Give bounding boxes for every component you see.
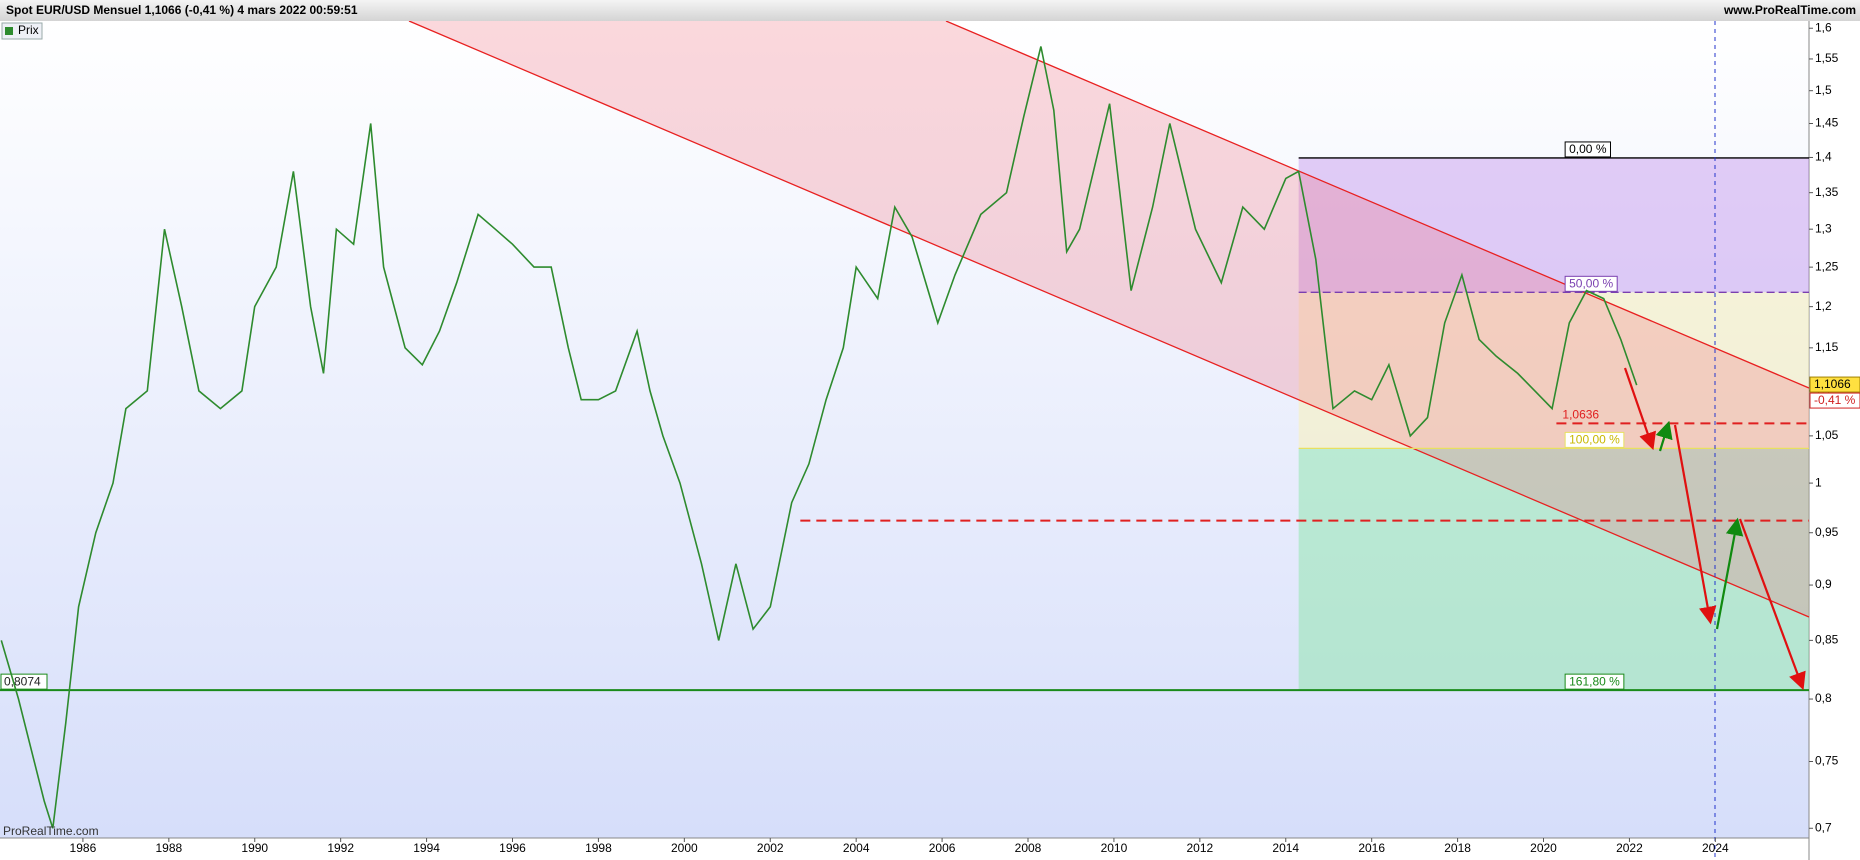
x-tick-label: 2012 [1186, 841, 1213, 855]
change-box [1809, 392, 1860, 409]
x-tick-label: 2018 [1444, 841, 1471, 855]
x-tick-label: 2020 [1530, 841, 1557, 855]
fib-label-text: 0,00 % [1569, 142, 1607, 156]
y-tick-label: 1,4 [1815, 150, 1832, 164]
x-tick-label: 1986 [70, 841, 97, 855]
last-price-box [1809, 376, 1860, 393]
legend-label: Prix [18, 23, 39, 37]
header-site[interactable]: www.ProRealTime.com [1723, 3, 1856, 17]
arrow [1715, 517, 1744, 630]
x-tick-label: 2014 [1272, 841, 1299, 855]
x-tick-label: 2024 [1702, 841, 1729, 855]
fib-zones [1298, 157, 1809, 691]
y-tick-label: 1,5 [1815, 83, 1832, 97]
fib-zone [1298, 157, 1809, 293]
arrow [1738, 518, 1806, 691]
arrow [1673, 424, 1717, 625]
fib-label-text: 50,00 % [1569, 276, 1613, 290]
header-bar [0, 0, 1860, 21]
channel-line [945, 20, 1810, 389]
y-tick-label: 1,05 [1815, 428, 1839, 442]
y-tick-label: 1,3 [1815, 221, 1832, 235]
x-tick-label: 2002 [757, 841, 784, 855]
y-tick-label: 0,75 [1815, 754, 1839, 768]
fib-label: 100,00 % [1564, 431, 1625, 448]
arrow [1623, 367, 1656, 451]
x-tick-label: 2004 [843, 841, 870, 855]
fib-label: 0,00 % [1564, 141, 1611, 158]
x-tick-label: 1990 [241, 841, 268, 855]
y-tick-label: 1,25 [1815, 259, 1839, 273]
x-tick-label: 1994 [413, 841, 440, 855]
y-tick-label: 1,55 [1815, 51, 1839, 65]
fib-label-box [1564, 673, 1625, 690]
x-tick-label: 2000 [671, 841, 698, 855]
fib-zone [1298, 448, 1809, 691]
y-tick-label: 1 [1815, 475, 1822, 489]
x-tick-label: 2016 [1358, 841, 1385, 855]
y-tick-label: 0,85 [1815, 633, 1839, 647]
y-tick-label: 1,15 [1815, 340, 1839, 354]
x-tick-label: 2006 [929, 841, 956, 855]
plot: 0,00 % 50,00 % 100,00 % 161,80 % 0,8074 1,063… [0, 46, 1809, 829]
y-tick-label: 1,6 [1815, 20, 1832, 34]
price-change: -0,41 % [1814, 393, 1856, 407]
x-tick-label: 2008 [1015, 841, 1042, 855]
header-title: Spot EUR/USD Mensuel 1,1066 (-0,41 %) 4 … [6, 3, 358, 17]
fib-label-text: 100,00 % [1569, 433, 1620, 447]
projection-arrows [1623, 367, 1806, 691]
price-label: 0,8074 [4, 674, 41, 688]
fib-label-box [1564, 275, 1618, 292]
fib-label-box [1564, 431, 1625, 448]
fib-label-text: 161,80 % [1569, 674, 1620, 688]
x-tick-label: 2010 [1101, 841, 1128, 855]
x-tick-label: 1992 [327, 841, 354, 855]
fib-zone [1298, 292, 1809, 449]
legend-swatch [5, 27, 13, 35]
price-line [0, 46, 1638, 829]
y-tick-label: 1,2 [1815, 299, 1832, 313]
x-tick-label: 1998 [585, 841, 612, 855]
arrow [1655, 420, 1673, 452]
fib-label-box [1564, 141, 1611, 158]
fib-label: 50,00 % [1564, 275, 1618, 292]
y-tick-label: 0,9 [1815, 577, 1832, 591]
level-label: 1,0636 [1562, 408, 1599, 422]
watermark: ProRealTime.com [3, 824, 99, 838]
last-price: 1,1066 [1814, 377, 1851, 391]
y-tick-label: 0,95 [1815, 525, 1839, 539]
y-tick-label: 1,35 [1815, 185, 1839, 199]
x-tick-label: 1996 [499, 841, 526, 855]
fib-label: 161,80 % [1564, 673, 1625, 690]
y-tick-label: 0,7 [1815, 820, 1832, 834]
channel-line [408, 20, 1810, 618]
x-tick-label: 1988 [155, 841, 182, 855]
y-tick-label: 0,8 [1815, 691, 1832, 705]
axis-panel [1809, 21, 1860, 860]
x-tick-label: 2022 [1616, 841, 1643, 855]
y-tick-label: 1,45 [1815, 116, 1839, 130]
